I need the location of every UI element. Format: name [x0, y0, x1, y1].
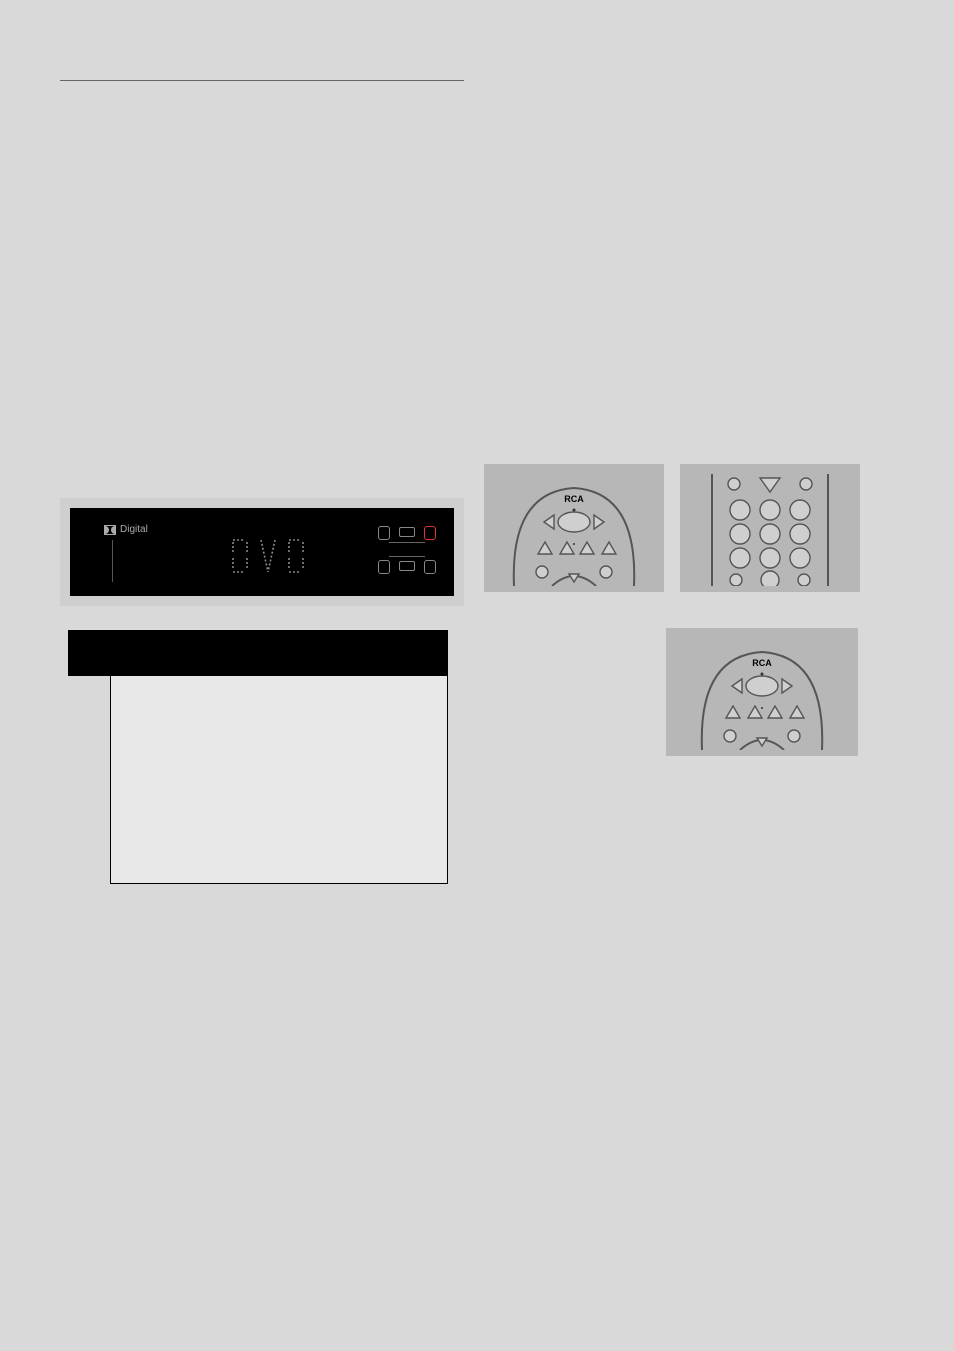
down-triangle-icon: [760, 478, 780, 492]
prev-icon: [544, 515, 554, 529]
remote-illustration-top-right: [680, 464, 860, 592]
front-display: Digital: [70, 508, 454, 596]
tip-body: [110, 676, 448, 884]
page: Digital: [0, 0, 954, 1351]
next-icon: [594, 515, 604, 529]
remote-illustration-bottom: RCA: [666, 628, 858, 756]
divider-line: [60, 80, 464, 81]
speaker-front-left-icon: [378, 526, 390, 540]
divider-vertical: [112, 540, 113, 582]
dolby-icon: [104, 525, 116, 535]
dolby-digital-indicator: Digital: [104, 524, 148, 535]
up-arrow-icon: [757, 738, 767, 746]
speaker-front-right-icon: [424, 526, 436, 540]
segment-v: [258, 538, 278, 574]
speaker-indicator: [378, 526, 436, 578]
number-pad: [730, 500, 810, 568]
next-icon: [782, 679, 792, 693]
dolby-label: Digital: [120, 524, 148, 535]
speaker-center-icon: [399, 527, 415, 537]
prev-icon: [732, 679, 742, 693]
power-button-icon: [746, 676, 778, 696]
small-button-left-icon: [536, 566, 548, 578]
power-button-icon: [558, 512, 590, 532]
tip-header: [68, 630, 448, 676]
speaker-rear-left-icon: [378, 560, 390, 574]
speaker-sub-icon: [399, 561, 415, 571]
mode-row: [538, 542, 616, 554]
tip-box: [68, 630, 448, 884]
display-panel-illustration: Digital: [60, 498, 464, 606]
brand-label: RCA: [564, 494, 584, 504]
small-circle-icon: [728, 478, 740, 490]
brand-label: RCA: [752, 658, 772, 668]
segment-display: [230, 538, 306, 574]
segment-d2: [286, 538, 306, 574]
up-arrow-icon: [569, 574, 579, 582]
mode-row: [726, 706, 804, 718]
speaker-rear-right-icon: [424, 560, 436, 574]
small-button-right-icon: [600, 566, 612, 578]
remote-illustration-top-left: RCA: [484, 464, 664, 592]
small-circle-icon: [800, 478, 812, 490]
segment-d: [230, 538, 250, 574]
